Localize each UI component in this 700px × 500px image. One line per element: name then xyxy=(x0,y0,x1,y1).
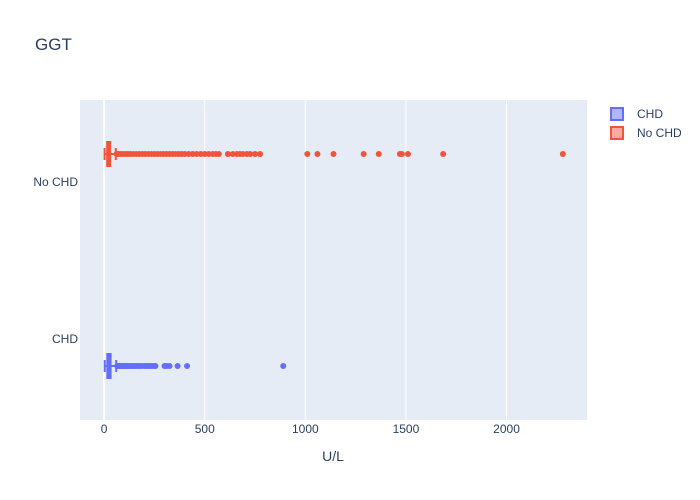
outlier-point xyxy=(257,151,264,157)
x-tick-label: 1500 xyxy=(393,422,420,436)
plot-background xyxy=(80,100,587,420)
outlier-point xyxy=(314,151,321,157)
outlier-point xyxy=(152,363,159,369)
legend-item-chd: CHD xyxy=(610,107,663,121)
outlier-point xyxy=(360,151,367,157)
outlier-point xyxy=(330,151,337,157)
y-tick-label: CHD xyxy=(52,332,78,346)
legend-item-no-chd: No CHD xyxy=(610,126,682,140)
outlier-point xyxy=(166,363,173,369)
outlier-point xyxy=(224,151,231,157)
outlier-point xyxy=(559,151,566,157)
outlier-point xyxy=(280,363,287,369)
outlier-point xyxy=(398,151,405,157)
outlier-point xyxy=(174,363,181,369)
outlier-point xyxy=(247,151,254,157)
x-tick-label: 2000 xyxy=(493,422,520,436)
chart-title: GGT xyxy=(35,35,72,54)
box-series-no-chd xyxy=(103,141,566,167)
legend-label: No CHD xyxy=(637,126,682,140)
legend-label: CHD xyxy=(637,107,663,121)
outlier-point xyxy=(184,363,191,369)
legend-swatch xyxy=(610,126,624,140)
outlier-point xyxy=(404,151,411,157)
outlier-point xyxy=(304,151,311,157)
box-series-chd xyxy=(103,353,287,379)
y-tick-label: No CHD xyxy=(33,175,78,189)
outlier-point xyxy=(215,151,222,157)
x-tick-label: 0 xyxy=(101,422,108,436)
outlier-point xyxy=(440,151,447,157)
x-tick-label: 500 xyxy=(195,422,215,436)
outlier-point xyxy=(252,151,259,157)
x-tick-label: 1000 xyxy=(292,422,319,436)
legend-swatch xyxy=(610,107,624,121)
x-axis-title: U/L xyxy=(322,448,344,464)
outlier-point xyxy=(375,151,382,157)
